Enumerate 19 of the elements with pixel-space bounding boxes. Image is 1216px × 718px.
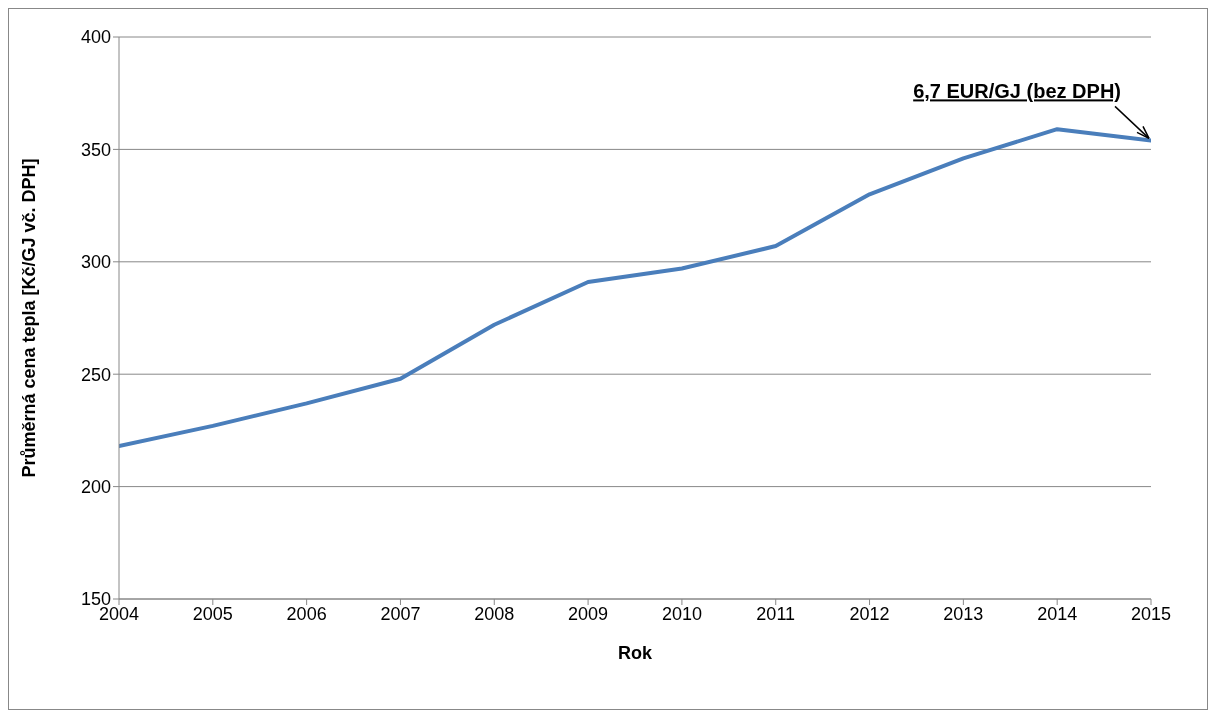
y-tick-label: 250 <box>80 364 111 385</box>
x-tick-label: 2009 <box>568 603 609 624</box>
x-tick-label: 2015 <box>1130 603 1172 624</box>
y-tick-label: 200 <box>80 476 111 497</box>
x-tick-label: 2005 <box>192 603 233 624</box>
y-tick-label: 400 <box>80 27 111 48</box>
x-tick-label: 2007 <box>380 603 421 624</box>
y-tick-label: 350 <box>80 139 111 160</box>
x-tick-label: 2006 <box>286 603 327 624</box>
x-tick-label: 2014 <box>1037 603 1078 624</box>
y-tick-label: 300 <box>80 252 111 273</box>
x-tick-label: 2013 <box>943 603 984 624</box>
x-tick-label: 2008 <box>474 603 515 624</box>
x-tick-label: 2010 <box>661 603 702 624</box>
y-axis-title: Průměrná cena tepla [Kč/GJ vč. DPH] <box>19 158 40 478</box>
x-tick-label: 2011 <box>756 603 796 624</box>
annotation: 6,7 EUR/GJ (bez DPH) <box>913 80 1121 103</box>
x-axis-title: Rok <box>617 643 653 663</box>
x-tick-label: 2012 <box>849 603 890 624</box>
